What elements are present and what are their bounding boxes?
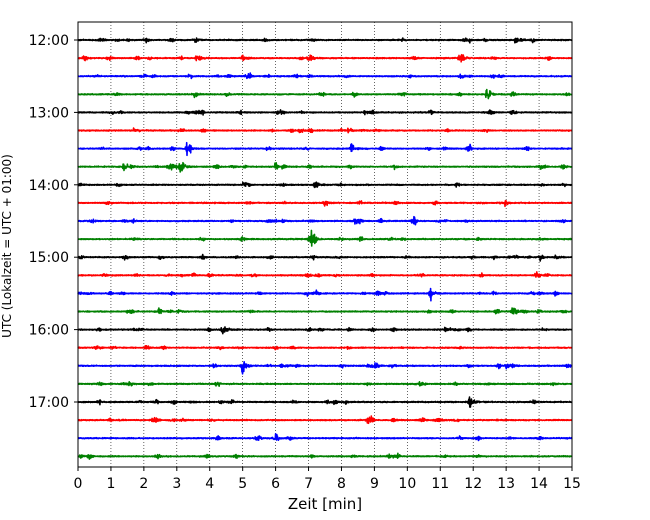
seismogram-trace: [77, 127, 573, 134]
y-tick-label: 17:00: [29, 395, 69, 411]
y-tick-label: 12:00: [29, 33, 69, 49]
seismogram-trace: [77, 380, 573, 387]
seismogram-trace: [77, 181, 573, 189]
seismogram-trace: [77, 37, 573, 44]
x-tick-label: 4: [205, 476, 214, 492]
seismogram-trace: [77, 229, 573, 247]
seismogram-trace: [77, 253, 573, 262]
seismogram-trace: [77, 141, 573, 157]
seismogram-trace: [77, 307, 573, 315]
seismogram-trace: [77, 215, 573, 226]
plot-frame: [77, 21, 573, 468]
y-tick-label: 15:00: [29, 250, 69, 266]
x-tick-label: 9: [370, 476, 379, 492]
seismogram-trace: [77, 88, 573, 100]
seismogram-trace: [77, 199, 573, 208]
x-tick-label: 11: [431, 476, 449, 492]
seismogram-trace: [77, 360, 573, 375]
x-tick-label: 0: [74, 476, 83, 492]
y-tick-label: 13:00: [29, 105, 69, 121]
y-tick-label: 14:00: [29, 178, 69, 194]
seismogram-trace: [77, 109, 573, 116]
seismogram-trace: [77, 161, 573, 173]
y-axis-ticks: 12:00 13:00 14:00 15:00 16:00 17:00: [29, 33, 78, 411]
seismogram-trace: [77, 326, 573, 335]
x-tick-label: 1: [106, 476, 115, 492]
x-axis-label: Zeit [min]: [288, 495, 362, 513]
x-tick-label: 12: [464, 476, 482, 492]
seismogram-trace: [77, 433, 573, 442]
seismogram-trace: [77, 72, 573, 80]
y-axis-label: UTC (Lokalzeit = UTC + 01:00): [0, 154, 14, 338]
seismogram-trace: [77, 53, 573, 63]
x-tick-label: 5: [238, 476, 247, 492]
seismogram-traces: [77, 37, 573, 460]
seismogram-trace: [77, 287, 573, 302]
x-tick-label: 3: [172, 476, 181, 492]
x-tick-label: 6: [271, 476, 280, 492]
x-tick-label: 14: [530, 476, 548, 492]
y-tick-label: 16:00: [29, 323, 69, 339]
seismogram-trace: [77, 396, 573, 408]
x-tick-label: 10: [398, 476, 416, 492]
x-tick-label: 8: [337, 476, 346, 492]
x-tick-label: 13: [497, 476, 515, 492]
x-axis-ticks: 0 1 2 3 4 5 6 7 8 9 10 11 12 13 14 15: [74, 467, 581, 492]
seismogram-trace: [77, 452, 573, 460]
x-tick-label: 15: [563, 476, 581, 492]
x-tick-label: 2: [139, 476, 148, 492]
seismogram-trace: [77, 415, 573, 425]
x-grid: [110, 22, 540, 467]
x-tick-label: 7: [304, 476, 313, 492]
seismogram-trace: [77, 271, 573, 278]
seismogram-trace: [77, 344, 573, 351]
